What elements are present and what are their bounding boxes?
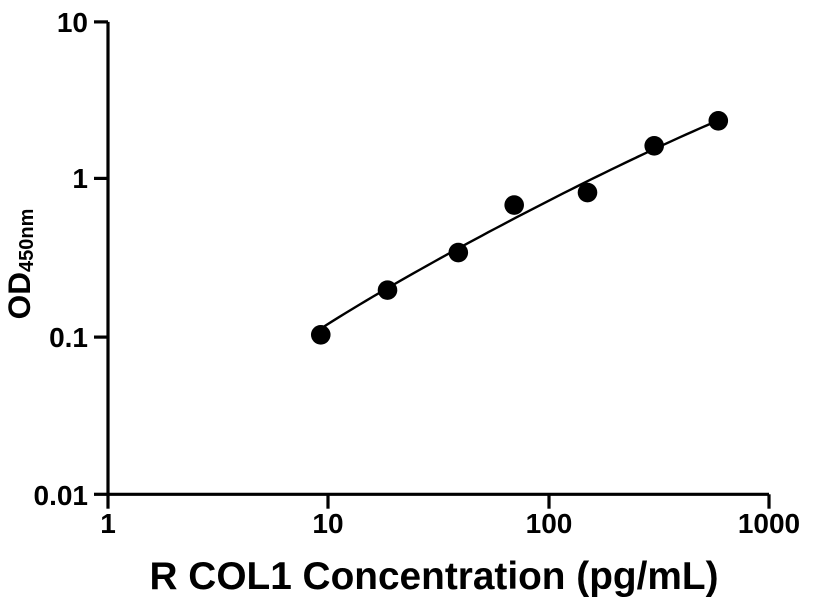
- svg-text:10: 10: [312, 508, 343, 539]
- svg-text:R COL1 Concentration (pg/mL): R COL1 Concentration (pg/mL): [150, 555, 719, 598]
- svg-text:0.1: 0.1: [49, 322, 88, 353]
- svg-text:1: 1: [100, 508, 116, 539]
- svg-text:1000: 1000: [738, 508, 800, 539]
- svg-text:1: 1: [72, 163, 88, 194]
- svg-text:100: 100: [526, 508, 573, 539]
- svg-text:OD450nm: OD450nm: [1, 209, 38, 320]
- svg-text:0.01: 0.01: [34, 480, 89, 511]
- svg-text:10: 10: [57, 7, 88, 38]
